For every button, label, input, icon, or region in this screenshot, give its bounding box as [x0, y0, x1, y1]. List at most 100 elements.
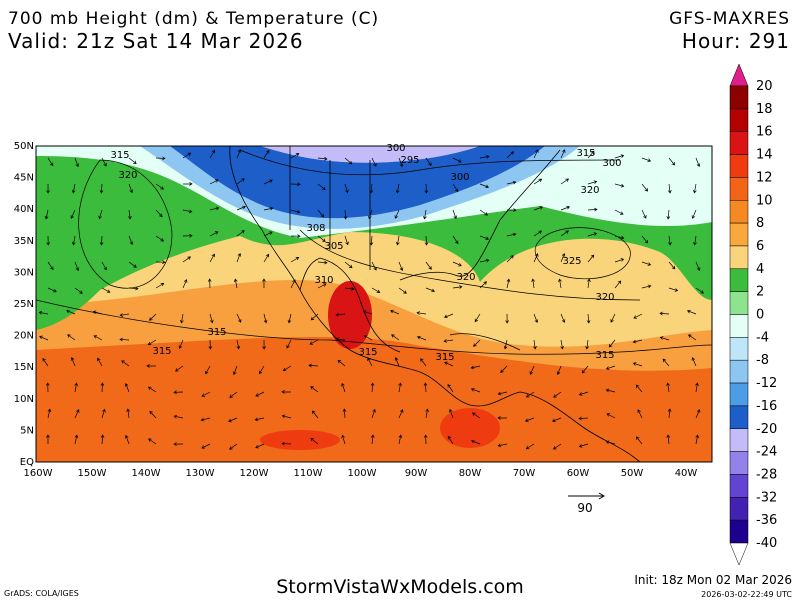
wind-arrow	[452, 157, 462, 163]
wind-arrow	[533, 206, 544, 211]
wind-arrow	[337, 359, 346, 367]
wind-arrow	[505, 313, 509, 324]
wind-arrow	[425, 408, 429, 419]
colorbar-cap	[729, 542, 749, 566]
colorbar-label: -40	[756, 536, 777, 551]
wind-arrow	[470, 439, 481, 445]
wind-arrow	[148, 438, 157, 445]
wind-arrow	[497, 416, 508, 420]
wind-arrow	[398, 409, 404, 419]
wind-arrow	[93, 335, 103, 341]
wind-arrow	[367, 357, 373, 367]
lat-label: 50N	[14, 141, 34, 152]
wind-arrow	[290, 279, 296, 289]
wind-arrow	[317, 283, 327, 289]
wind-arrow	[262, 339, 266, 350]
wind-arrow	[92, 310, 103, 315]
wind-arrow	[209, 253, 215, 263]
height-contours	[36, 149, 712, 355]
wind-arrow	[287, 313, 292, 324]
wind-arrow	[201, 443, 211, 449]
colorbar-box	[729, 222, 749, 247]
wind-arrow	[121, 360, 130, 367]
wind-arrow	[335, 337, 346, 342]
wind-arrow	[100, 382, 105, 393]
colorbar: 20181614121086420-4-8-12-16-20-24-28-32-…	[729, 63, 777, 566]
colorbar-box	[729, 337, 749, 361]
lat-label: EQ	[20, 457, 34, 468]
lat-label: 10N	[14, 394, 34, 405]
wind-arrow	[479, 183, 490, 189]
contour-label: 320	[456, 272, 475, 283]
wind-arrow	[128, 183, 134, 194]
wind-arrow	[119, 337, 130, 342]
wind-arrow	[424, 183, 429, 194]
wind-arrow	[608, 339, 616, 348]
forecast-hour: Hour: 291	[682, 29, 790, 53]
wind-arrow	[119, 313, 130, 317]
wind-arrow	[99, 235, 104, 246]
wind-arrow	[101, 157, 107, 167]
wind-arrow	[255, 443, 265, 449]
contour-label: 320	[595, 292, 614, 303]
wind-arrow	[290, 257, 300, 263]
wind-arrow	[232, 365, 238, 376]
wind-arrow	[425, 287, 435, 293]
wind-arrow	[693, 235, 697, 246]
wind-arrow	[452, 261, 462, 267]
wind-arrow	[281, 414, 292, 419]
wind-arrow	[470, 388, 481, 393]
colorbar-box	[729, 382, 749, 407]
wind-arrow	[371, 287, 381, 293]
wind-arrow	[479, 235, 490, 241]
wind-arrow	[74, 261, 80, 271]
wind-arrow	[308, 363, 319, 368]
wind-arrow	[524, 417, 535, 422]
colorbar-box	[729, 474, 749, 498]
wind-arrow	[497, 391, 508, 396]
wind-arrow	[479, 209, 489, 216]
wind-arrow	[182, 233, 193, 238]
contour-label: 300	[450, 172, 469, 183]
wind-arrow	[70, 209, 76, 219]
wind-arrow	[229, 443, 238, 450]
wind-arrow	[667, 183, 672, 194]
wind-arrow	[233, 278, 238, 289]
wind-arrow	[208, 339, 213, 350]
wind-arrow	[317, 156, 328, 161]
wind-arrow	[614, 154, 625, 159]
wind-arrow	[236, 205, 246, 211]
wind-arrow	[229, 391, 238, 398]
wind-arrow	[668, 287, 679, 292]
wind-arrow	[74, 157, 80, 168]
wind-arrow	[310, 313, 319, 321]
contour-label: 315	[576, 148, 595, 159]
wind-arrow	[443, 313, 454, 319]
wind-arrow	[128, 209, 132, 220]
wind-arrow	[317, 183, 326, 191]
colorbar-box	[729, 131, 749, 155]
wind-arrow	[587, 232, 598, 237]
wind-arrow	[695, 409, 701, 419]
wind-arrow	[368, 209, 373, 220]
wind-arrow	[263, 313, 268, 324]
colorbar-label: 2	[756, 285, 764, 300]
lon-label: 70W	[513, 468, 536, 479]
wind-arrow	[101, 261, 107, 271]
wind-arrow	[228, 417, 238, 423]
wind-arrow	[423, 434, 428, 445]
wind-arrow	[581, 365, 589, 374]
wind-arrow	[553, 391, 562, 398]
wind-arrow	[444, 361, 454, 367]
temp-field	[440, 408, 500, 448]
wind-arrow	[182, 182, 193, 186]
wind-arrow	[173, 414, 184, 419]
vector-reference-head	[598, 492, 605, 500]
wind-arrow	[236, 313, 242, 323]
lon-label: 130W	[186, 468, 215, 479]
wind-arrow	[126, 408, 130, 419]
wind-arrow	[67, 334, 76, 341]
wind-arrow	[641, 183, 648, 192]
wind-arrow	[503, 339, 508, 350]
